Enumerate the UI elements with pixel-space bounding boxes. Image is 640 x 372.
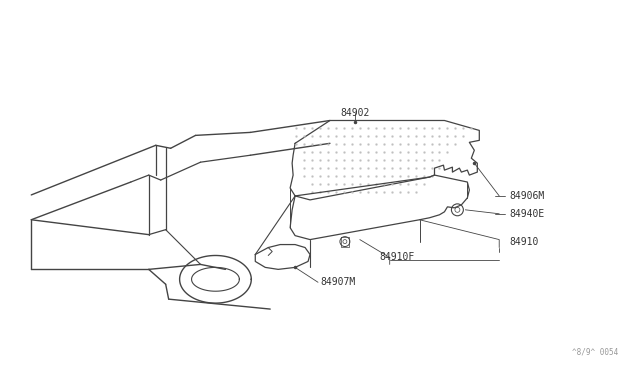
Text: 84910: 84910 (509, 237, 538, 247)
Text: ^8/9^ 0054: ^8/9^ 0054 (572, 348, 619, 357)
Text: 84910F: 84910F (380, 253, 415, 263)
Text: 84906M: 84906M (509, 191, 545, 201)
Text: 84907M: 84907M (320, 277, 355, 287)
Text: 84940E: 84940E (509, 209, 545, 219)
Text: 84902: 84902 (340, 108, 369, 118)
